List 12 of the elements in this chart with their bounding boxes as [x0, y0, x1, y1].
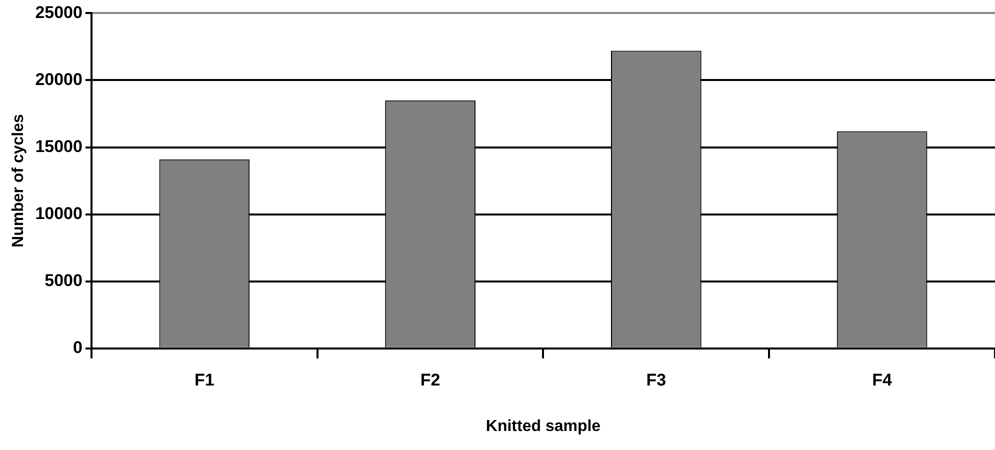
y-tick-label: 0 — [73, 338, 82, 358]
x-tick-label: F3 — [646, 370, 666, 390]
x-axis-title: Knitted sample — [486, 418, 601, 435]
y-tick-label: 20000 — [35, 70, 82, 89]
x-tick-label: F4 — [872, 370, 893, 390]
x-tick-label: F1 — [194, 370, 214, 390]
y-tick-label: 25000 — [35, 2, 82, 22]
y-tick-label: 15000 — [35, 136, 82, 156]
y-tick-label: 10000 — [35, 204, 82, 224]
x-tick-label: F2 — [420, 370, 440, 390]
y-axis-title: Number of cycles — [10, 114, 28, 248]
y-tick-label: 5000 — [44, 271, 82, 290]
